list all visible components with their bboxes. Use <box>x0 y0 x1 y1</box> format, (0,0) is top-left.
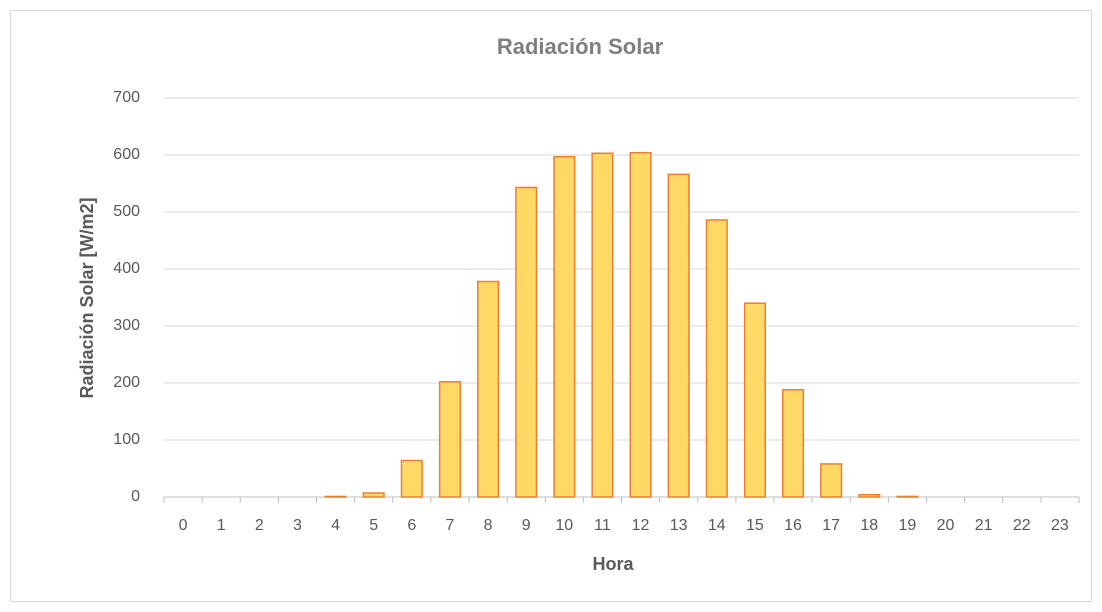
x-tick-label: 10 <box>555 517 573 534</box>
y-tick-label: 700 <box>113 89 140 106</box>
y-tick-label: 500 <box>113 203 140 220</box>
y-tick-label: 400 <box>113 260 140 277</box>
x-tick-label: 6 <box>407 517 416 534</box>
bar <box>743 302 766 498</box>
bar <box>553 155 576 498</box>
bar <box>591 152 614 498</box>
bar <box>629 151 652 498</box>
bar <box>667 173 690 498</box>
bar <box>400 459 423 498</box>
y-tick-label: 100 <box>113 431 140 448</box>
chart-border <box>10 10 1092 602</box>
bar <box>858 493 881 498</box>
x-tick-label: 3 <box>293 517 302 534</box>
x-axis-label: Hora <box>592 554 634 574</box>
bar <box>362 492 385 498</box>
y-tick-label: 600 <box>113 146 140 163</box>
x-tick-label: 7 <box>445 517 454 534</box>
bar <box>324 495 347 498</box>
x-tick-label: 22 <box>1013 517 1031 534</box>
x-tick-label: 23 <box>1051 517 1069 534</box>
bar <box>820 463 843 498</box>
x-tick-label: 13 <box>670 517 688 534</box>
x-tick-label: 20 <box>937 517 955 534</box>
y-tick-label: 0 <box>131 488 140 505</box>
x-tick-label: 4 <box>331 517 340 534</box>
x-tick-label: 11 <box>594 517 611 534</box>
x-tick-label: 5 <box>369 517 378 534</box>
x-tick-label: 12 <box>632 517 650 534</box>
x-tick-label: 18 <box>860 517 878 534</box>
y-tick-label: 200 <box>113 374 140 391</box>
chart-title: Radiación Solar <box>497 34 664 59</box>
x-tick-label: 8 <box>484 517 493 534</box>
x-tick-label: 1 <box>217 517 226 534</box>
x-tick-label: 14 <box>708 517 726 534</box>
x-tick-label: 16 <box>784 517 802 534</box>
x-tick-label: 19 <box>899 517 917 534</box>
bar <box>705 219 728 498</box>
x-tick-label: 2 <box>255 517 264 534</box>
x-tick-label: 0 <box>179 517 188 534</box>
bar <box>477 280 500 498</box>
x-tick-label: 15 <box>746 517 764 534</box>
y-tick-label: 300 <box>113 317 140 334</box>
bar <box>782 389 805 498</box>
bar <box>515 186 538 498</box>
x-tick-label: 9 <box>522 517 531 534</box>
x-tick-label: 21 <box>975 517 993 534</box>
bar <box>896 495 919 498</box>
bar <box>438 381 461 498</box>
x-tick-label: 17 <box>822 517 840 534</box>
y-axis-label: Radiación Solar [W/m2] <box>77 197 97 398</box>
